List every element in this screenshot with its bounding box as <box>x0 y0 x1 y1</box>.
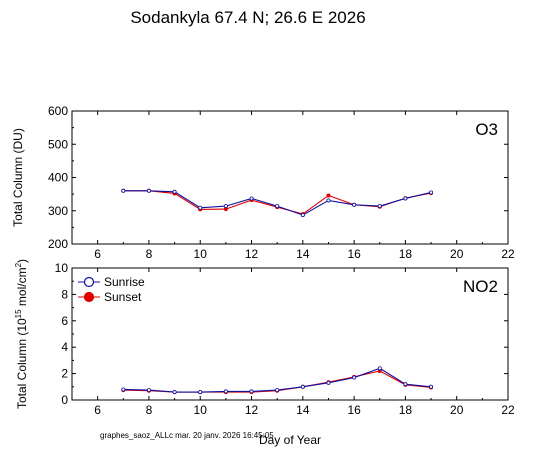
o3-sunrise-point <box>275 204 280 209</box>
o3-x-tick-label: 16 <box>347 247 361 261</box>
o3-sunrise-point <box>146 188 151 193</box>
figure-title: Sodankyla 67.4 N; 26.6 E 2026 <box>130 8 365 27</box>
o3-x-tick-label: 10 <box>194 247 208 261</box>
o3-sunrise-point <box>403 196 408 201</box>
o3-sunrise-point <box>198 205 203 210</box>
o3-sunrise-point <box>352 202 357 207</box>
no2-y-tick-label: 0 <box>61 393 68 407</box>
no2-x-tick-label: 18 <box>399 403 413 417</box>
legend-sunset-label: Sunset <box>104 290 142 304</box>
no2-sunrise-point <box>198 390 203 395</box>
o3-sunrise-point <box>121 188 126 193</box>
o3-sunrise-point <box>172 189 177 194</box>
o3-sunrise-point <box>249 196 254 201</box>
o3-y-tick-label: 500 <box>48 137 68 151</box>
no2-x-tick-label: 8 <box>146 403 153 417</box>
no2-sunrise-point <box>223 389 228 394</box>
legend-sunset-marker <box>83 291 95 303</box>
o3-sunset-point <box>326 193 331 198</box>
no2-sunrise-point <box>377 366 382 371</box>
o3-sunrise-point <box>377 204 382 209</box>
no2-sunrise-point <box>172 390 177 395</box>
o3-y-tick-label: 200 <box>48 237 68 251</box>
no2-y-axis-label: Total Column (1015 mol/cm2) <box>14 259 29 409</box>
no2-y-axis-label-part: 15 <box>14 309 23 318</box>
o3-y-tick-label: 600 <box>48 104 68 118</box>
o3-sunrise-point <box>326 198 331 203</box>
no2-x-tick-label: 20 <box>450 403 464 417</box>
no2-x-tick-label: 22 <box>501 403 515 417</box>
o3-sunrise-point <box>223 204 228 209</box>
no2-sunrise-point <box>249 389 254 394</box>
no2-species-label: NO2 <box>463 277 498 296</box>
no2-y-tick-label: 8 <box>61 287 68 301</box>
no2-sunrise-point <box>275 388 280 393</box>
no2-x-tick-label: 12 <box>245 403 259 417</box>
no2-x-tick-label: 14 <box>296 403 310 417</box>
o3-y-tick-label: 400 <box>48 171 68 185</box>
footer-caption: graphes_saoz_ALLc mar. 20 janv. 2026 16:… <box>100 431 274 440</box>
o3-panel: 6 8 10 12 14 16 18 20 22 200 300 400 500 600 O3 Total C… <box>11 104 515 261</box>
no2-y-axis-label-part: Total Column (10 <box>15 318 29 409</box>
o3-sunset-line <box>123 190 432 215</box>
x-axis-label: Day of Year <box>259 433 321 447</box>
no2-sunrise-point <box>121 387 126 392</box>
no2-panel: 6 8 10 12 14 16 18 20 22 0 2 4 6 8 10 NO2 Total Column (… <box>14 259 515 417</box>
no2-y-tick-label: 10 <box>55 261 69 275</box>
no2-y-axis-label-part: mol/cm <box>15 267 29 309</box>
no2-sunrise-point <box>429 384 434 389</box>
no2-y-axis-label-part: ) <box>15 259 29 263</box>
no2-y-tick-label: 6 <box>61 314 68 328</box>
legend-sunrise-marker <box>83 276 95 288</box>
o3-x-tick-label: 22 <box>501 247 515 261</box>
o3-sunrise-point <box>429 190 434 195</box>
o3-sunrise-line <box>123 190 432 216</box>
o3-x-tick-label: 18 <box>399 247 413 261</box>
o3-plot-frame <box>71 110 509 245</box>
no2-sunrise-point <box>403 382 408 387</box>
o3-x-tick-label: 14 <box>296 247 310 261</box>
o3-x-tick-label: 20 <box>450 247 464 261</box>
no2-y-axis-label-part: 2 <box>14 262 23 267</box>
no2-y-tick-label: 2 <box>61 367 68 381</box>
o3-x-tick-label: 6 <box>94 247 101 261</box>
no2-sunrise-point <box>352 375 357 380</box>
o3-x-tick-label: 8 <box>146 247 153 261</box>
no2-x-tick-label: 10 <box>194 403 208 417</box>
o3-species-label: O3 <box>475 120 498 139</box>
o3-x-tick-label: 12 <box>245 247 259 261</box>
no2-y-tick-label: 4 <box>61 340 68 354</box>
no2-sunrise-point <box>146 388 151 393</box>
o3-y-axis-label: Total Column (DU) <box>11 128 25 227</box>
no2-x-tick-label: 6 <box>94 403 101 417</box>
no2-sunrise-point <box>326 380 331 385</box>
o3-y-tick-label: 300 <box>48 204 68 218</box>
o3-sunrise-point <box>300 213 305 218</box>
no2-sunrise-point <box>300 384 305 389</box>
legend-sunrise-label: Sunrise <box>104 275 145 289</box>
no2-x-tick-label: 16 <box>347 403 361 417</box>
